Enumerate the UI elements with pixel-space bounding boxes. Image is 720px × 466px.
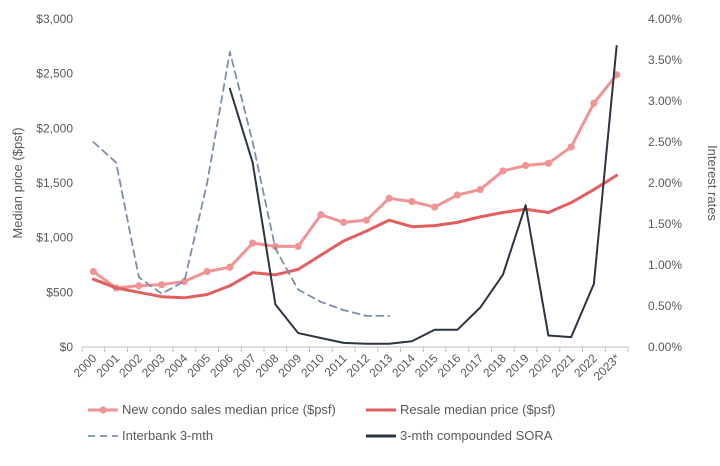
x-axis-tick-label: 2020: [526, 351, 555, 380]
legend: New condo sales median price ($psf) Resal…: [88, 402, 555, 443]
x-axis-tick-label: 2003: [139, 351, 168, 380]
right-axis-tick-label: 2.50%: [648, 135, 682, 149]
x-axis-tick-label: 2023*: [591, 351, 623, 383]
left-axis-tick-label: $2,500: [36, 67, 73, 81]
series-point-1: [226, 263, 234, 271]
left-axis-title: Median price ($psf): [10, 127, 25, 238]
series-point-1: [476, 185, 484, 194]
x-axis-tick-label: 2002: [116, 351, 145, 380]
left-axis-tick-label: $3,000: [36, 12, 73, 26]
series-point-1: [567, 143, 575, 151]
x-axis-tick-label: 2010: [298, 351, 327, 380]
left-axis-tick-label: $0: [60, 340, 74, 354]
series-point-1: [453, 191, 461, 199]
right-axis-tick-label: 4.00%: [648, 12, 682, 26]
series-point-1: [522, 161, 530, 170]
series-line-2: [91, 173, 619, 300]
legend-label-2: Resale median price ($psf): [400, 402, 555, 417]
series-point-1: [362, 216, 370, 224]
series-point-1: [249, 239, 257, 247]
right-axis-tick-label: 0.50%: [648, 299, 682, 313]
series-point-1: [89, 267, 97, 276]
series-point-1: [203, 267, 211, 276]
x-axis-tick-label: 2012: [344, 351, 373, 380]
x-axis-tick-label: 2006: [207, 351, 236, 380]
series-point-1: [385, 194, 393, 202]
legend-marker-1: [99, 406, 107, 414]
series-line-3: [92, 50, 391, 317]
series-point-1: [499, 167, 507, 175]
legend-label-3: Interbank 3-mth: [122, 428, 213, 443]
axes-layer: $0 $500 $1,000 $1,500 $2,000 $2,500 $3,000 0.00…: [10, 12, 720, 383]
x-axis-tick-label: 2009: [275, 351, 304, 380]
right-axis-tick-label: 2.00%: [648, 176, 682, 190]
x-axis-tick-label: 2011: [322, 351, 350, 379]
series-line-4: [228, 45, 618, 345]
series-point-1: [408, 197, 416, 206]
legend-label-1: New condo sales median price ($psf): [122, 402, 336, 417]
x-axis-tick-label: 2013: [366, 351, 395, 380]
left-axis-tick-label: $1,500: [36, 176, 73, 190]
left-axis-tick-label: $2,000: [36, 121, 73, 135]
series-layer: [89, 45, 621, 345]
x-axis-tick-label: 2021: [548, 351, 577, 380]
x-axis-tick-label: 2008: [253, 351, 282, 380]
x-axis-tick-label: 2004: [162, 351, 191, 380]
x-axis-tick-label: 2000: [71, 351, 100, 380]
x-axis-tick-label: 2016: [435, 351, 464, 380]
series-point-1: [340, 218, 348, 226]
left-axis-tick-label: $1,000: [36, 231, 73, 245]
x-axis-tick-label: 2018: [480, 351, 509, 380]
series-point-1: [544, 159, 552, 167]
right-axis-tick-label: 3.50%: [648, 53, 682, 67]
right-axis-tick-label: 1.00%: [648, 258, 682, 272]
right-axis-title: Interest rates: [705, 145, 720, 221]
right-axis-tick-label: 1.50%: [648, 217, 682, 231]
series-point-1: [294, 242, 302, 251]
legend-label-4: 3-mth compounded SORA: [400, 428, 553, 443]
x-axis-tick-label: 2017: [457, 351, 486, 380]
series-point-1: [158, 281, 166, 289]
series-point-1: [590, 99, 598, 107]
series-point-1: [317, 211, 325, 219]
right-axis-tick-label: 0.00%: [648, 340, 682, 354]
right-axis-tick-label: 3.00%: [648, 94, 682, 108]
x-axis-tick-label: 2015: [412, 351, 441, 380]
left-axis-tick-label: $500: [46, 285, 73, 299]
x-axis-tick-label: 2005: [184, 351, 213, 380]
x-axis-tick-label: 2007: [230, 351, 259, 380]
series-point-1: [135, 282, 143, 290]
x-axis-tick-label: 2001: [93, 351, 122, 380]
series-point-1: [431, 203, 439, 211]
x-axis-tick-label: 2019: [503, 351, 532, 380]
series-line-1: [91, 73, 619, 290]
x-axis-tick-label: 2014: [389, 351, 418, 380]
